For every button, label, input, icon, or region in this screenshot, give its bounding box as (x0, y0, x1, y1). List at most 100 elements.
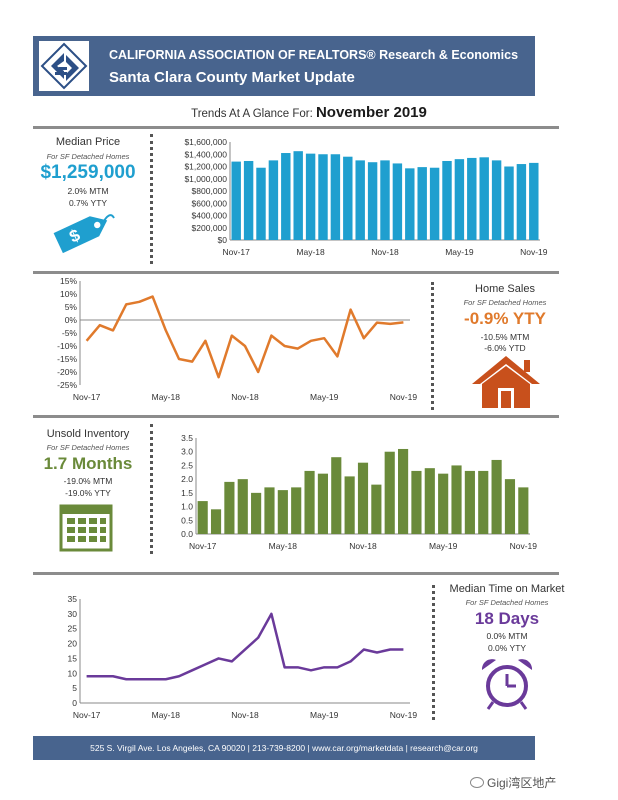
median-time-value: 18 Days (474, 609, 540, 628)
bar (451, 465, 462, 534)
median-price-mtm: 2.0% MTM (67, 186, 109, 196)
y-tick-label: $1,000,000 (184, 174, 227, 184)
x-tick-label: Nov-18 (231, 710, 259, 720)
home-sales-subtitle: For SF Detached Homes (463, 298, 547, 307)
car-logo (39, 41, 89, 91)
unsold-inventory-yty: -19.0% YTY (65, 488, 111, 498)
home-sales-chart: -25% -20% -15% -10% -5% 0% 5% 10% 15% Nov-17 May-1… (57, 276, 418, 402)
y-tick-label: 2.5 (181, 460, 193, 470)
y-tick-label: $400,000 (192, 211, 228, 221)
watermark-text: Gigi湾区地产 (487, 776, 557, 790)
y-tick-label: $200,000 (192, 223, 228, 233)
median-time-subtitle: For SF Detached Homes (465, 598, 549, 607)
bar (479, 157, 489, 240)
median-price-subtitle: For SF Detached Homes (46, 152, 130, 161)
home-sales-value: -0.9% YTY (464, 309, 546, 328)
x-tick-label: Nov-18 (231, 392, 259, 402)
bar (331, 457, 342, 534)
y-tick-label: 20 (68, 639, 78, 649)
unsold-inventory-chart: 0.0 0.5 1.0 1.5 2.0 2.5 3.0 3.5 Nov-17 May-18 Nov-… (181, 433, 537, 551)
x-tick-label: Nov-17 (222, 247, 250, 257)
bar (355, 160, 365, 240)
dotted-separator (431, 282, 434, 410)
y-tick-label: 0.5 (181, 515, 193, 525)
y-tick-label: $1,600,000 (184, 137, 227, 147)
x-tick-label: Nov-19 (520, 247, 548, 257)
bar (224, 481, 235, 534)
bar (367, 162, 378, 240)
bar (231, 161, 241, 240)
x-tick-label: Nov-19 (390, 392, 418, 402)
y-tick-label: 3.5 (181, 433, 193, 443)
bar (344, 476, 355, 534)
bar (392, 163, 403, 240)
x-tick-label: Nov-18 (349, 541, 377, 551)
y-tick-label: $1,200,000 (184, 162, 227, 172)
alarm-clock-icon (481, 659, 533, 710)
bar (491, 160, 502, 240)
bar (251, 492, 262, 534)
bar (478, 470, 489, 534)
y-tick-label: -10% (57, 341, 77, 351)
bar (438, 473, 449, 534)
home-sales-mtm: -10.5% MTM (480, 332, 530, 342)
glance-month: November 2019 (315, 104, 427, 121)
bar (398, 448, 409, 534)
bar (197, 501, 208, 534)
bar (291, 487, 302, 534)
median-time-yty: 0.0% YTY (487, 643, 527, 653)
bar (243, 160, 254, 240)
y-tick-label: 0% (65, 315, 78, 325)
bar (268, 160, 279, 240)
median-time-title: Median Time on Market (449, 583, 565, 595)
bar (380, 160, 390, 240)
y-tick-label: 5% (65, 302, 78, 312)
y-tick-label: $0 (218, 235, 228, 245)
divider (33, 126, 559, 129)
unsold-inventory-value: 1.7 Months (43, 454, 133, 473)
y-tick-label: 15 (68, 653, 78, 663)
y-tick-label: 5 (72, 683, 77, 693)
y-tick-label: 25 (68, 624, 78, 634)
x-tick-label: May-19 (429, 541, 458, 551)
x-tick-label: May-19 (310, 710, 339, 720)
dotted-separator (150, 424, 153, 554)
header-banner: CALIFORNIA ASSOCIATION OF REALTORS® Rese… (33, 36, 535, 96)
bar (371, 484, 382, 534)
bar (237, 479, 248, 534)
x-tick-label: May-19 (310, 392, 339, 402)
y-tick-label: 0 (72, 698, 77, 708)
bar (504, 479, 516, 534)
y-tick-label: -25% (57, 380, 77, 390)
y-tick-label: 1.5 (181, 488, 193, 498)
bar (293, 151, 303, 240)
x-tick-label: Nov-17 (189, 541, 217, 551)
y-tick-label: 2.0 (181, 474, 193, 484)
bar (467, 157, 477, 240)
bar (491, 459, 502, 534)
median-time-chart: 0 5 10 15 20 25 30 35 Nov-17 May-18 Nov-18 May-19 No… (68, 594, 418, 720)
y-tick-label: $600,000 (192, 198, 228, 208)
y-tick-label: 0.0 (181, 529, 193, 539)
median-time-mtm: 0.0% MTM (486, 631, 528, 641)
bar (281, 153, 291, 240)
median-price-title: Median Price (55, 136, 121, 148)
unsold-inventory-subtitle: For SF Detached Homes (46, 443, 130, 452)
y-tick-label: -15% (57, 354, 77, 364)
bar (343, 156, 353, 240)
y-tick-label: $1,400,000 (184, 149, 227, 159)
divider (33, 415, 559, 418)
wechat-icon (470, 777, 484, 788)
unsold-inventory-title: Unsold Inventory (46, 428, 130, 440)
y-tick-label: 35 (68, 594, 78, 604)
car-logo-icon (40, 42, 88, 90)
calendar-icon (59, 504, 113, 552)
home-sales-ytd: -6.0% YTD (484, 343, 526, 353)
bar (411, 470, 422, 534)
median-price-value: $1,259,000 (40, 162, 136, 183)
y-tick-label: 10 (68, 668, 78, 678)
bar (518, 487, 529, 534)
bar (529, 162, 539, 240)
bar (256, 167, 266, 240)
y-tick-label: -5% (62, 328, 78, 338)
